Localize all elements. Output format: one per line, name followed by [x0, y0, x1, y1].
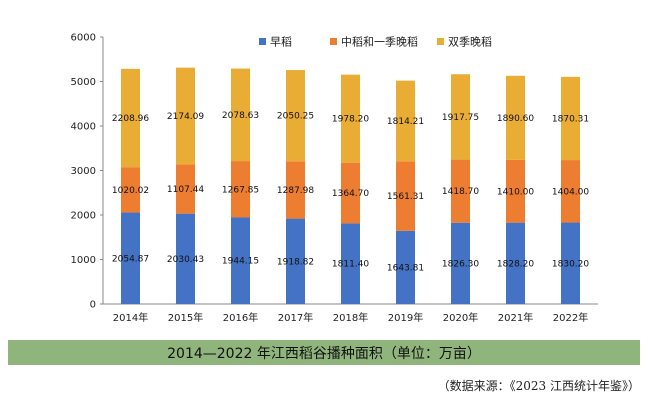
- y-tick-label: 0: [90, 300, 96, 311]
- data-label: 1814.21: [387, 117, 424, 127]
- bar-segment: [286, 161, 305, 219]
- y-tick-label: 5000: [71, 77, 96, 88]
- x-tick-label: 2019年: [388, 311, 423, 324]
- data-label: 1917.75: [442, 113, 479, 123]
- data-label: 1811.40: [332, 260, 369, 270]
- data-label: 2054.87: [112, 254, 149, 264]
- data-label: 1410.00: [497, 187, 534, 197]
- x-tick-label: 2015年: [168, 311, 203, 324]
- data-label: 2078.63: [222, 111, 259, 121]
- data-label: 1364.70: [332, 189, 369, 199]
- bar-segment: [341, 74, 360, 163]
- bar-segment: [121, 212, 140, 304]
- data-label: 1828.20: [497, 259, 534, 269]
- bar-segment: [341, 162, 360, 224]
- legend-swatch: [330, 38, 337, 45]
- data-label: 1418.70: [442, 187, 479, 197]
- bar-segment: [451, 222, 470, 304]
- bar-segment: [396, 230, 415, 304]
- legend-label: 中稻和一季晚稻: [341, 36, 418, 49]
- bar-segment: [176, 213, 195, 304]
- bar-segment: [506, 159, 525, 223]
- x-tick-label: 2016年: [223, 311, 258, 324]
- bar-segment: [121, 167, 140, 213]
- data-source-note: （数据来源：《2023 江西统计年鉴》）: [437, 379, 640, 393]
- data-label: 1978.20: [332, 115, 369, 125]
- data-label: 2030.43: [167, 255, 204, 265]
- data-label: 1287.98: [277, 186, 314, 196]
- data-label: 2050.25: [277, 112, 314, 122]
- legend-swatch: [259, 38, 266, 45]
- bar-segment: [231, 68, 250, 162]
- y-tick-label: 4000: [71, 122, 96, 133]
- legend-swatch: [437, 38, 444, 45]
- x-tick-label: 2014年: [113, 311, 148, 324]
- legend-label: 双季晚稻: [448, 36, 492, 49]
- stacked-bar-chart: 0 1000 2000 3000 4000 5000 6000 2054.87 1020.02 2…: [71, 33, 598, 324]
- bar-segment: [506, 222, 525, 304]
- data-label: 1830.20: [552, 259, 589, 269]
- bar-segment: [286, 218, 305, 304]
- data-label: 1944.15: [222, 257, 259, 267]
- x-tick-label: 2021年: [498, 311, 533, 324]
- x-tick-label: 2018年: [333, 311, 368, 324]
- data-label: 1870.31: [552, 114, 589, 124]
- bar-segment: [561, 76, 580, 161]
- bar-segment: [121, 68, 140, 168]
- data-label: 2174.09: [167, 112, 204, 122]
- y-tick-label: 6000: [71, 33, 96, 44]
- data-label: 1267.85: [222, 185, 259, 195]
- y-tick-label: 1000: [71, 255, 96, 266]
- data-label: 1404.00: [552, 187, 589, 197]
- data-label: 1561.31: [387, 192, 424, 202]
- y-tick-label: 3000: [71, 166, 96, 177]
- bar-segment: [176, 67, 195, 165]
- bar-segment: [341, 223, 360, 304]
- bar-segment: [561, 160, 580, 223]
- bar-segment: [506, 75, 525, 160]
- y-tick-label: 2000: [71, 211, 96, 222]
- x-tick-label: 2020年: [443, 311, 478, 324]
- x-tick-label: 2022年: [553, 311, 588, 324]
- data-label: 1020.02: [112, 186, 149, 196]
- bar-segment: [561, 222, 580, 304]
- data-label: 1643.81: [387, 263, 424, 273]
- bar-segment: [396, 80, 415, 162]
- data-label: 1107.44: [167, 185, 204, 195]
- data-label: 2208.96: [112, 114, 149, 124]
- bar-segment: [451, 159, 470, 223]
- chart-title: 2014—2022 年江西稻谷播种面积（单位：万亩）: [8, 340, 640, 365]
- bar-segment: [231, 217, 250, 304]
- legend-label: 早稻: [270, 36, 292, 49]
- bar-segment: [286, 70, 305, 162]
- data-label: 1918.82: [277, 257, 314, 267]
- data-label: 1826.30: [442, 259, 479, 269]
- data-label: 1890.60: [497, 114, 534, 124]
- bar-segment: [176, 164, 195, 214]
- bar-segment: [231, 161, 250, 218]
- bar-segment: [451, 74, 470, 160]
- bar-segment: [396, 161, 415, 231]
- x-tick-label: 2017年: [278, 311, 313, 324]
